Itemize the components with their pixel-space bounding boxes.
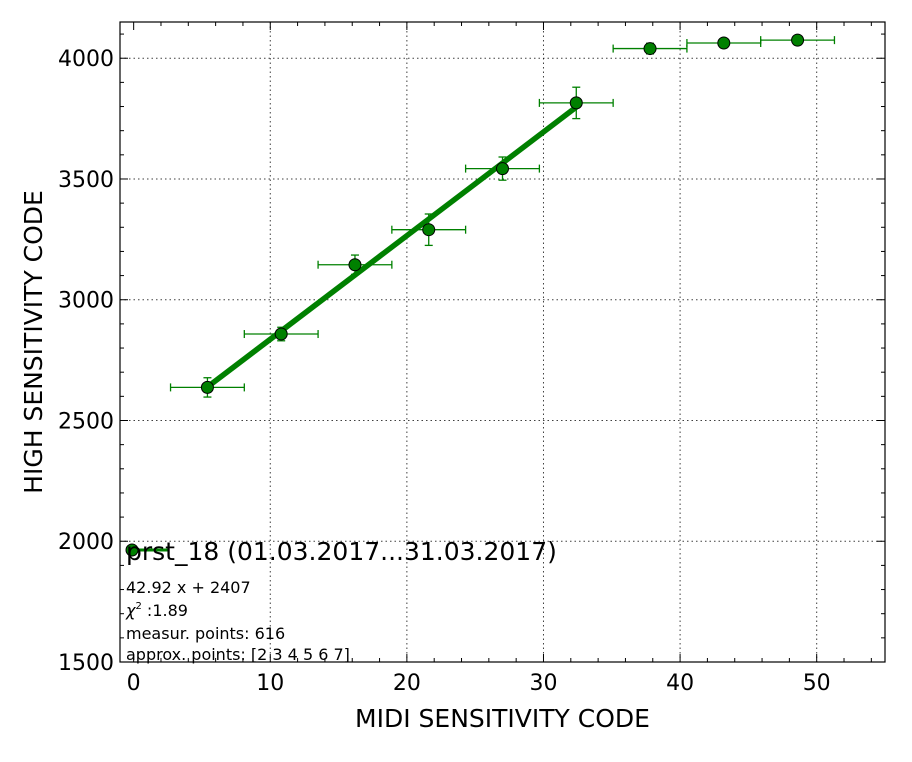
data-point [348, 258, 362, 272]
data-point-group [317, 254, 393, 276]
data-point [274, 327, 288, 341]
legend-marker-swatch [125, 543, 139, 557]
data-point-group [612, 42, 688, 56]
x-tick-label: 10 [256, 671, 284, 696]
y-axis-title: HIGH SENSITIVITY CODE [19, 190, 48, 494]
grid [120, 22, 885, 662]
x-tick-labels: 0 10 20 30 40 50 [127, 671, 831, 696]
fit-line [205, 104, 578, 390]
chi-value: :1.89 [142, 601, 188, 620]
x-tick-label: 0 [127, 671, 141, 696]
fit-equation: 42.92 x + 2407 [126, 578, 251, 597]
x-axis-title: MIDI SENSITIVITY CODE [355, 704, 650, 733]
data-point [200, 380, 214, 394]
measurement-points-text: measur. points: 616 [126, 624, 285, 643]
fit-info-block: 42.92 x + 2407 χ2 :1.89 measur. points: … [125, 578, 350, 664]
chi-exponent: 2 [135, 601, 141, 612]
data-points-layer [169, 33, 836, 398]
y-tick-labels: 1500 2000 2500 3000 3500 4000 [58, 47, 114, 676]
data-point-group [169, 377, 245, 398]
legend: prst_18 (01.03.2017...31.03.2017) [125, 537, 557, 566]
data-point [496, 162, 509, 176]
y-tick-label: 2500 [58, 409, 114, 434]
y-tick-label: 1500 [58, 651, 114, 676]
data-point-group [464, 156, 541, 181]
data-point-group [243, 326, 319, 342]
data-point-group [686, 36, 762, 50]
data-point-group [760, 33, 836, 47]
x-tick-label: 30 [529, 671, 557, 696]
data-point-group [391, 213, 467, 247]
x-tick-label: 50 [803, 671, 831, 696]
y-tick-label: 3000 [58, 289, 114, 314]
y-tick-label: 2000 [58, 530, 114, 555]
chi-symbol: χ [125, 601, 136, 620]
legend-label: prst_18 (01.03.2017...31.03.2017) [126, 537, 557, 566]
data-point [717, 36, 731, 50]
y-tick-label: 3500 [58, 168, 114, 193]
chi-squared-text: χ2 :1.89 [125, 601, 188, 620]
plot-frame [119, 21, 886, 663]
data-point [569, 96, 583, 110]
data-point [791, 33, 805, 47]
x-tick-label: 40 [666, 671, 694, 696]
y-tick-label: 4000 [58, 47, 114, 72]
data-point [422, 223, 436, 237]
data-point [643, 42, 657, 56]
fit-line-layer [205, 104, 578, 390]
data-point-group [538, 86, 614, 120]
axis-ticks [120, 22, 885, 663]
approx-points-text: approx. points: [2 3 4 5 6 7] [126, 645, 350, 664]
x-tick-label: 20 [393, 671, 421, 696]
